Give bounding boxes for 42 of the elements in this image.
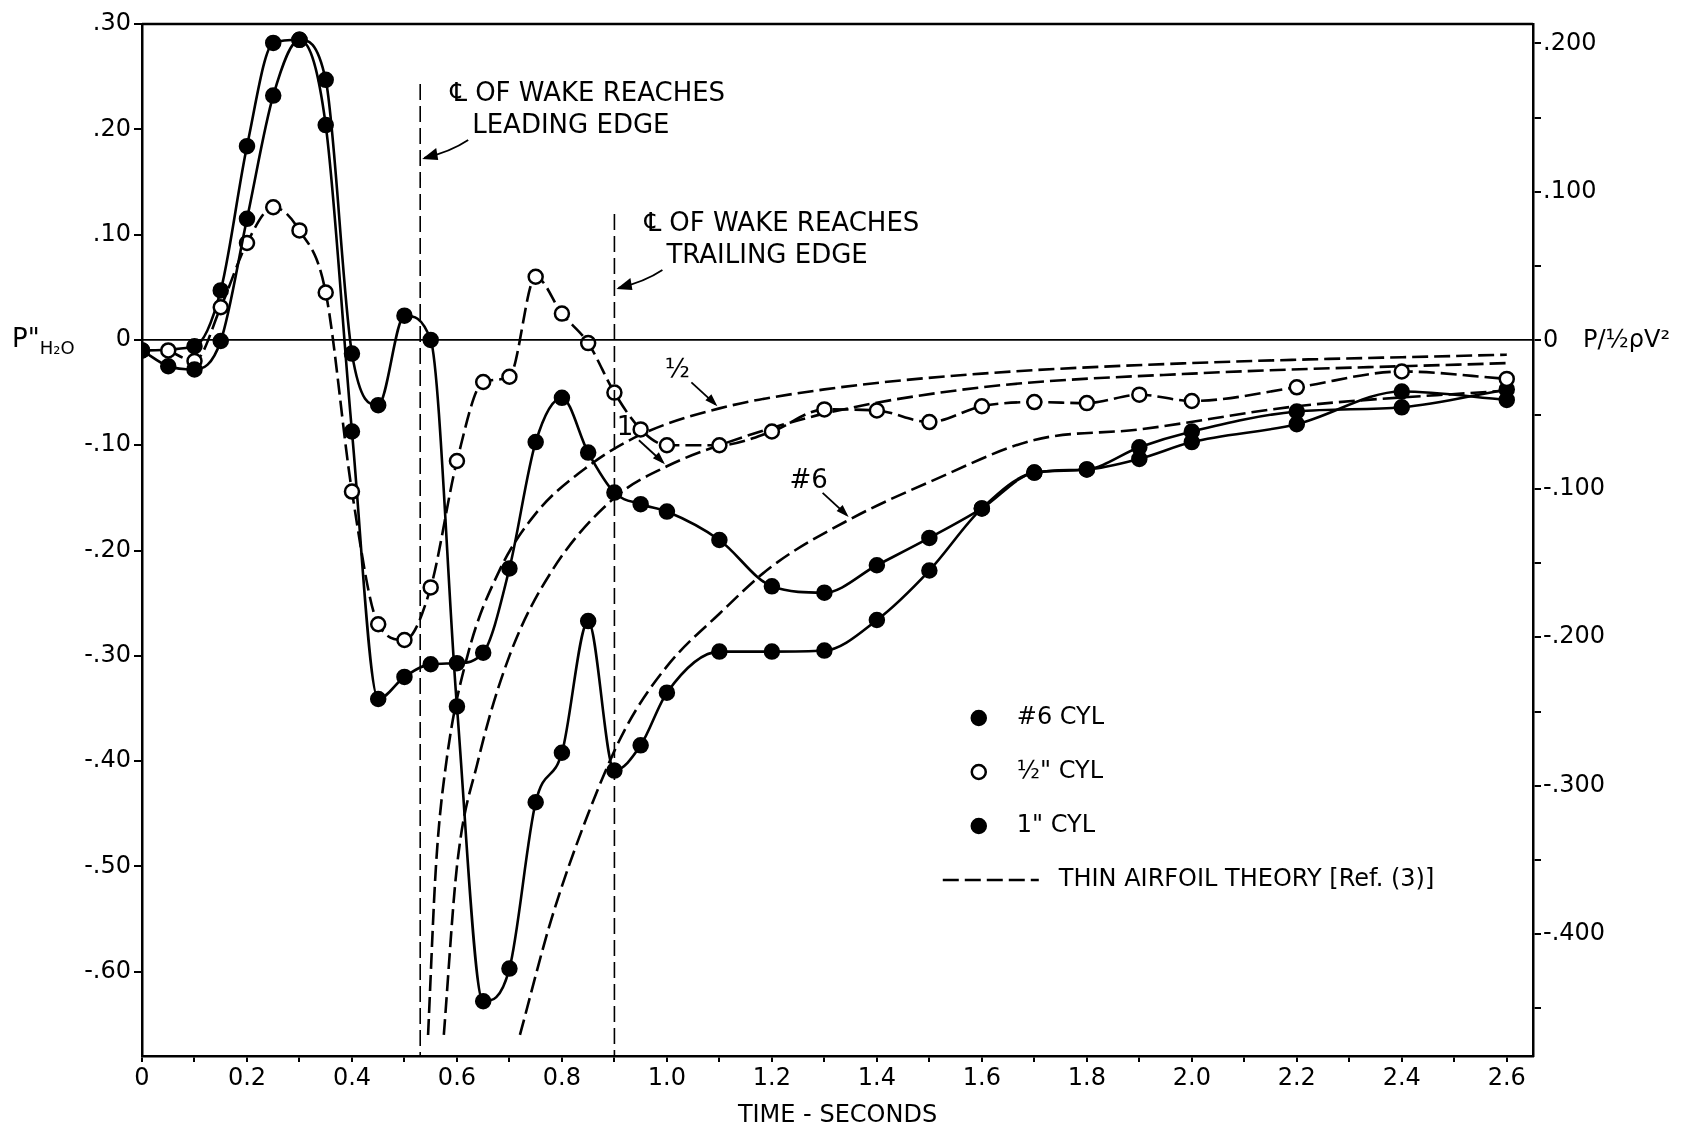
- annotation: ½: [664, 353, 690, 384]
- legend-label: THIN AIRFOIL THEORY [Ref. (3)]: [1057, 864, 1435, 893]
- ref-line-label: ℄ OF WAKE REACHES LEADING EDGE: [449, 76, 726, 139]
- y2-tick-label: -.400: [1543, 918, 1606, 947]
- y-tick-label: .10: [92, 218, 131, 247]
- y2-tick-label: -.300: [1543, 769, 1606, 798]
- legend-label: #6 CYL: [1016, 702, 1105, 731]
- x-tick-label: 0.8: [542, 1062, 582, 1091]
- x-tick-label: 2.4: [1382, 1062, 1421, 1091]
- x-tick-label: 2.0: [1172, 1062, 1211, 1091]
- x-tick-label: 0: [134, 1062, 150, 1091]
- y-tick-label: -.20: [84, 534, 131, 563]
- x-tick-label: 2.2: [1277, 1062, 1316, 1091]
- x-tick-label: 1.8: [1067, 1062, 1106, 1091]
- x-axis-title: TIME - SECONDS: [736, 1099, 938, 1128]
- annotation: #6: [789, 463, 828, 494]
- x-tick-label: 1.4: [857, 1062, 896, 1091]
- y-tick-label: -.40: [84, 745, 131, 774]
- y2-tick-label: .100: [1543, 176, 1597, 205]
- y2-axis-title: P/½ρV²: [1583, 324, 1671, 353]
- y2-tick-label: .200: [1543, 27, 1597, 56]
- ref-line-label: ℄ OF WAKE REACHES TRAILING EDGE: [643, 206, 920, 269]
- y-tick-label: .30: [92, 8, 131, 37]
- x-tick-label: 0.2: [227, 1062, 267, 1091]
- y2-tick-label: -.200: [1543, 621, 1606, 650]
- x-tick-label: 1.6: [962, 1062, 1001, 1091]
- y2-tick-label: -.100: [1543, 473, 1606, 502]
- x-tick-label: 0.4: [332, 1062, 372, 1091]
- x-tick-label: 0.6: [437, 1062, 477, 1091]
- x-tick-label: 1.2: [752, 1062, 791, 1091]
- legend-label: ½" CYL: [1016, 756, 1104, 785]
- x-tick-label: 1.0: [647, 1062, 686, 1091]
- x-tick-label: 2.6: [1487, 1062, 1526, 1091]
- annotation: 1: [616, 411, 634, 442]
- y-tick-label: -.10: [84, 429, 131, 458]
- y-tick-label: .20: [92, 113, 131, 142]
- y-tick-label: -.60: [84, 955, 131, 984]
- y-tick-label: 0: [115, 324, 131, 353]
- y2-tick-label: 0: [1543, 324, 1559, 353]
- legend-label: 1" CYL: [1016, 810, 1096, 839]
- y-tick-label: -.50: [84, 850, 131, 879]
- y-tick-label: -.30: [84, 640, 131, 669]
